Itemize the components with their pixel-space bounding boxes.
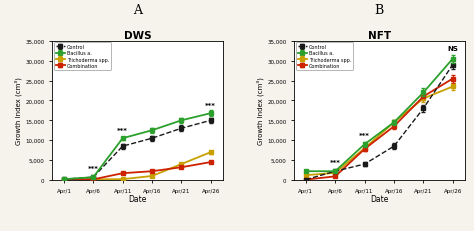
Title: NFT: NFT — [368, 31, 391, 41]
Text: ***: *** — [88, 165, 99, 171]
Text: ***: *** — [117, 128, 128, 134]
Text: B: B — [374, 4, 384, 17]
Y-axis label: Growth Index (cm³): Growth Index (cm³) — [15, 77, 22, 145]
Legend: Control, Bacillus a., Trichoderma spp., Combination: Control, Bacillus a., Trichoderma spp., … — [54, 43, 111, 70]
Text: NS: NS — [447, 46, 458, 52]
Text: ***: *** — [330, 159, 341, 165]
X-axis label: Date: Date — [128, 194, 146, 203]
X-axis label: Date: Date — [370, 194, 389, 203]
Text: ***: *** — [359, 133, 370, 139]
Legend: Control, Bacillus a., Trichoderma spp., Combination: Control, Bacillus a., Trichoderma spp., … — [296, 43, 354, 70]
Text: A: A — [133, 4, 142, 17]
Title: DWS: DWS — [124, 31, 151, 41]
Text: ***: *** — [205, 103, 216, 109]
Y-axis label: Growth Index (cm³): Growth Index (cm³) — [257, 77, 264, 145]
